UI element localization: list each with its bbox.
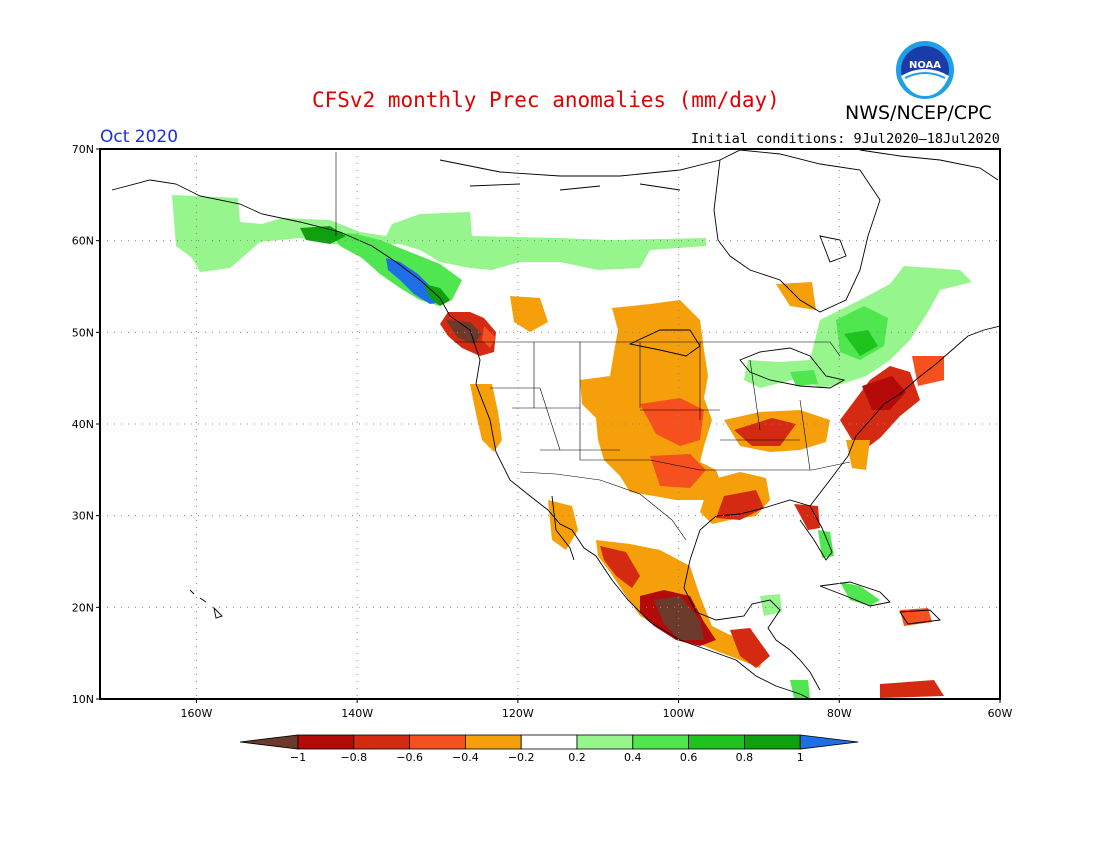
colorbar-bin <box>297 734 355 750</box>
longitude-labels: 160W 140W 120W 100W 80W 60W <box>180 707 1012 720</box>
axis-ticks <box>96 148 1001 703</box>
chart-title: CFSv2 monthly Prec anomalies (mm/day) <box>312 88 780 112</box>
logo-text: NOAA <box>909 60 941 71</box>
colorbar-bin <box>744 734 801 750</box>
colorbar-label: 0.2 <box>568 751 586 764</box>
colorbar-label: −0.4 <box>452 751 479 764</box>
colorbar-bin <box>632 734 689 750</box>
colorbar-label: 0.8 <box>736 751 754 764</box>
gridlines <box>100 149 1000 699</box>
coastlines <box>111 149 1000 699</box>
colorbar-bin <box>353 734 410 750</box>
month-label: Oct 2020 <box>100 127 179 147</box>
colorbar-label: 0.4 <box>624 751 642 764</box>
lon-label: 140W <box>341 707 373 720</box>
colorbar-label: −0.8 <box>340 751 367 764</box>
init-conditions: Initial conditions: 9Jul2020–18Jul2020 <box>691 131 1000 147</box>
colorbar: −1 −0.8 −0.6 −0.4 −0.2 0.2 0.4 0.6 0.8 1 <box>239 734 859 764</box>
lat-label: 10N <box>72 693 94 706</box>
political-borders <box>335 152 851 541</box>
lat-label: 50N <box>72 326 94 339</box>
colorbar-label: −0.6 <box>396 751 423 764</box>
lon-label: 80W <box>827 707 852 720</box>
lon-label: 160W <box>180 707 212 720</box>
agency-label: NWS/NCEP/CPC <box>845 102 992 124</box>
colorbar-label: −0.2 <box>508 751 535 764</box>
colorbar-bin <box>464 734 522 750</box>
colorbar-label: 0.6 <box>680 751 698 764</box>
lon-label: 120W <box>502 707 534 720</box>
colorbar-bin <box>520 734 578 750</box>
lat-label: 30N <box>72 510 94 523</box>
colorbar-bin <box>688 734 745 750</box>
colorbar-label: −1 <box>290 751 306 764</box>
lon-label: 60W <box>988 707 1013 720</box>
colorbar-bin <box>576 734 634 750</box>
noaa-logo: NOAA <box>895 40 955 100</box>
lon-label: 100W <box>663 707 695 720</box>
lat-label: 20N <box>72 601 94 614</box>
latitude-labels: 70N 60N 50N 40N 30N 20N 10N <box>72 143 94 706</box>
lat-label: 70N <box>72 143 94 156</box>
lat-label: 60N <box>72 235 94 248</box>
lat-label: 40N <box>72 418 94 431</box>
colorbar-high-arrow <box>799 734 859 750</box>
colorbar-bin <box>409 734 466 750</box>
colorbar-label: 1 <box>797 751 804 764</box>
colorbar-low-arrow <box>239 734 299 750</box>
